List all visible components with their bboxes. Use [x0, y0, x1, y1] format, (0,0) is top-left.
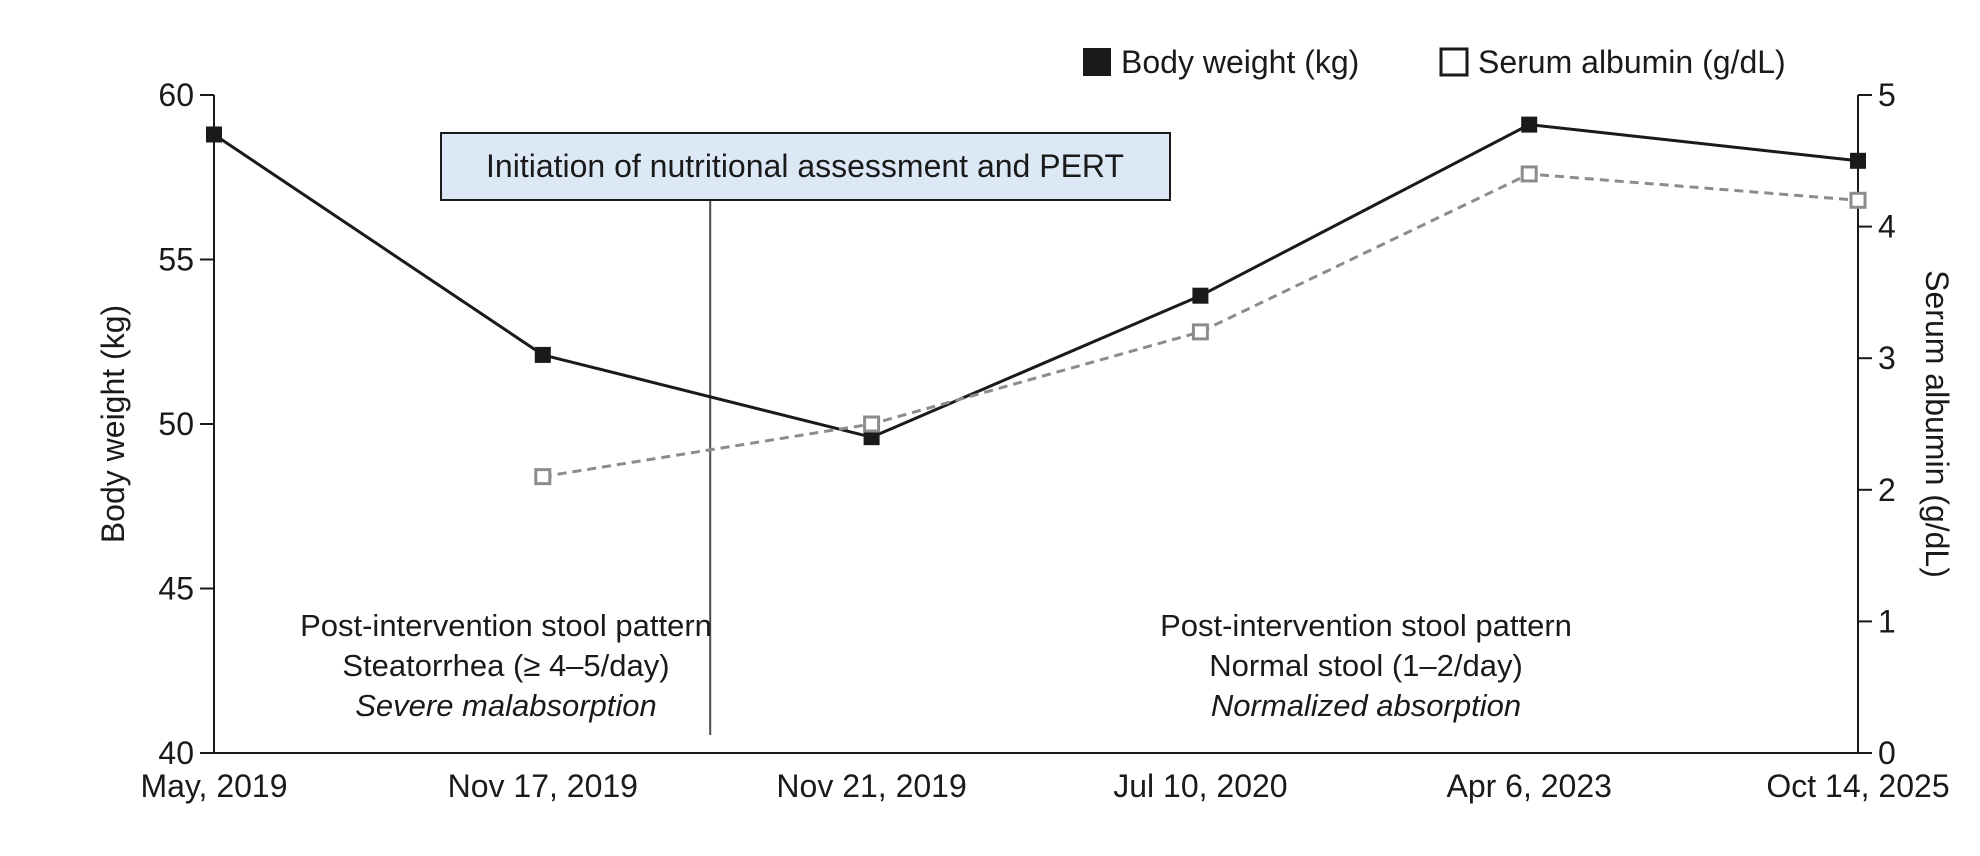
- legend-label-serum-albumin: Serum albumin (g/dL): [1478, 44, 1786, 80]
- point-serum-albumin-g-dl: [1520, 165, 1538, 183]
- point-body-weight-kg: [863, 429, 880, 446]
- annotations: Initiation of nutritional assessment and…: [300, 132, 1572, 735]
- y2-tick-label: 2: [1878, 472, 1896, 508]
- series-line-body-weight-kg: [213, 123, 1859, 439]
- left-note-line: Post-intervention stool pattern: [300, 608, 712, 643]
- x-tick-label: May, 2019: [140, 768, 287, 804]
- intervention-callout-box: [440, 132, 1171, 201]
- point-body-weight-kg: [534, 346, 551, 363]
- point-body-weight-kg: [1192, 287, 1209, 304]
- series-layer: [206, 116, 1867, 486]
- point-body-weight-kg: [1521, 116, 1538, 133]
- x-tick-label: Nov 17, 2019: [448, 768, 638, 804]
- x-tick-label: Apr 6, 2023: [1446, 768, 1611, 804]
- x-tick-label: Oct 14, 2025: [1766, 768, 1949, 804]
- y2-tick-label: 4: [1878, 209, 1896, 245]
- y-tick-label: 50: [158, 406, 194, 442]
- right-note-line: Post-intervention stool pattern: [1160, 608, 1572, 643]
- y2-tick-label: 0: [1878, 735, 1896, 771]
- legend-marker-body-weight: [1083, 48, 1111, 76]
- y-axis-title: Body weight (kg): [95, 305, 131, 543]
- y-tick-label: 45: [158, 571, 194, 607]
- point-serum-albumin-g-dl: [1191, 323, 1209, 341]
- y2-tick-label: 5: [1878, 77, 1896, 113]
- x-tick-label: Jul 10, 2020: [1113, 768, 1287, 804]
- y2-axis-title: Serum albumin (g/dL): [1919, 270, 1955, 578]
- left-note-line: Steatorrhea (≥ 4–5/day): [342, 648, 669, 683]
- left-note-italic: Severe malabsorption: [355, 688, 657, 723]
- y-tick-label: 60: [158, 77, 194, 113]
- point-body-weight-kg: [206, 126, 222, 143]
- right-note-line: Normal stool (1–2/day): [1209, 648, 1523, 683]
- legend-marker-serum-albumin: [1439, 47, 1469, 77]
- right-note-italic: Normalized absorption: [1211, 688, 1521, 723]
- legend-label-body-weight: Body weight (kg): [1121, 44, 1359, 80]
- point-serum-albumin-g-dl: [863, 415, 881, 433]
- y-tick-label: 55: [158, 242, 194, 278]
- x-tick-label: Nov 21, 2019: [776, 768, 966, 804]
- legend: Body weight (kg) Serum albumin (g/dL): [1083, 44, 1786, 80]
- intervention-callout-text: Initiation of nutritional assessment and…: [486, 148, 1124, 184]
- y-tick-label: 40: [158, 735, 194, 771]
- point-body-weight-kg: [1850, 152, 1866, 169]
- point-serum-albumin-g-dl: [534, 468, 552, 486]
- point-serum-albumin-g-dl: [1849, 191, 1867, 209]
- y2-tick-label: 3: [1878, 340, 1896, 376]
- y2-tick-label: 1: [1878, 603, 1896, 639]
